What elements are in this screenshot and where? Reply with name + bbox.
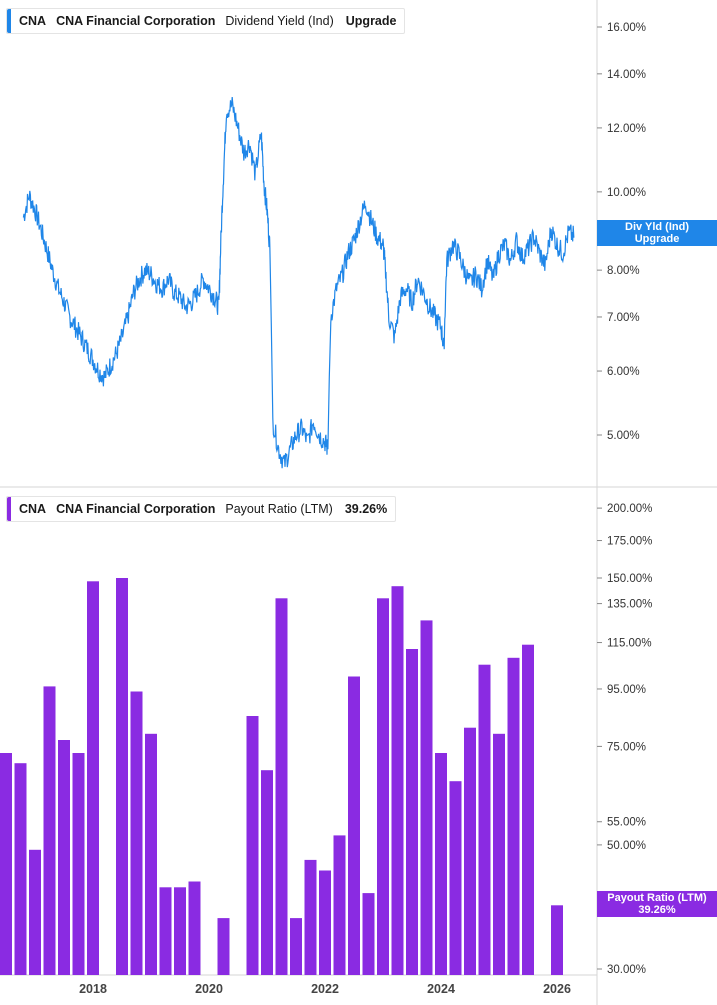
payout-bar	[362, 893, 375, 975]
current-value-tag: Payout Ratio (LTM) 39.26%	[597, 891, 717, 917]
payout-bar	[0, 753, 12, 975]
payout-bar	[420, 620, 433, 975]
tag-label: Div Yld (Ind)	[625, 221, 689, 233]
x-tick-label: 2026	[543, 982, 571, 996]
payout-bar	[159, 887, 172, 975]
payout-bar	[290, 918, 302, 975]
payout-bar	[261, 770, 273, 975]
payout-bar	[464, 727, 476, 975]
yield-axis-tick-label: 8.00%	[607, 265, 640, 277]
payout-bar	[246, 716, 259, 975]
yield-axis-tick-label: 6.00%	[607, 366, 640, 378]
payout-axis-tick-label: 75.00%	[607, 741, 646, 753]
x-tick-label: 2018	[79, 982, 107, 996]
x-tick-label: 2020	[195, 982, 223, 996]
legend-metric: Payout Ratio (LTM)	[225, 502, 333, 516]
payout-bar	[406, 649, 418, 975]
yield-axis-tick-label: 12.00%	[607, 123, 646, 135]
payout-bar	[130, 691, 143, 975]
payout-axis-tick-label: 95.00%	[607, 684, 646, 696]
legend-ticker: CNA	[19, 14, 47, 28]
payout-bar	[72, 753, 85, 975]
legend-company: CNA Financial Corporation	[56, 502, 216, 516]
payout-bar	[478, 664, 491, 975]
payout-axis-tick-label: 30.00%	[607, 964, 646, 976]
payout-bar	[507, 657, 520, 975]
payout-bar	[116, 578, 128, 975]
payout-axis-tick-label: 50.00%	[607, 840, 646, 852]
payout-bar	[435, 753, 447, 975]
dividend-yield-line	[22, 97, 575, 469]
payout-bar	[188, 881, 201, 975]
payout-bar	[304, 859, 317, 975]
payout-bar	[391, 586, 404, 975]
payout-bar	[217, 918, 230, 975]
series-color-swatch	[7, 9, 11, 33]
payout-bar	[174, 887, 186, 975]
payout-bar	[29, 849, 41, 975]
yield-axis-tick-label: 14.00%	[607, 69, 646, 81]
x-tick-label: 2022	[311, 982, 339, 996]
tag-value: Upgrade	[634, 233, 680, 245]
series-color-swatch	[7, 497, 11, 521]
x-tick-label: 2024	[427, 982, 455, 996]
payout-axis-tick-label: 135.00%	[607, 599, 652, 611]
yield-axis-tick-label: 16.00%	[607, 22, 646, 34]
payout-bar	[275, 598, 288, 975]
payout-bar	[145, 733, 157, 975]
payout-bar	[319, 870, 331, 975]
payout-axis-tick-label: 115.00%	[607, 638, 652, 650]
payout-bar	[493, 733, 505, 975]
top-legend: CNA CNA Financial Corporation Dividend Y…	[6, 8, 406, 34]
payout-bar	[333, 835, 346, 975]
payout-axis-tick-label: 200.00%	[607, 503, 652, 515]
legend-metric: Dividend Yield (Ind)	[225, 14, 334, 28]
payout-bar	[348, 676, 360, 975]
payout-bar	[14, 763, 27, 975]
payout-bar	[43, 686, 56, 975]
legend-value[interactable]: Upgrade	[345, 14, 397, 28]
payout-bar	[522, 644, 534, 975]
payout-axis-tick-label: 150.00%	[607, 573, 652, 585]
bottom-legend: CNA CNA Financial Corporation Payout Rat…	[6, 496, 397, 522]
current-value-tag: Div Yld (Ind) Upgrade	[597, 220, 717, 246]
legend-company: CNA Financial Corporation	[56, 14, 216, 28]
yield-axis-tick-label: 5.00%	[607, 430, 640, 442]
payout-axis-tick-label: 175.00%	[607, 536, 652, 548]
tag-label: Payout Ratio (LTM)	[607, 892, 707, 904]
yield-axis-tick-label: 10.00%	[607, 187, 646, 199]
tag-value: 39.26%	[638, 904, 676, 916]
payout-axis-tick-label: 55.00%	[607, 817, 646, 829]
payout-bar	[377, 598, 389, 975]
legend-value: 39.26%	[344, 502, 388, 516]
payout-bar	[449, 781, 462, 975]
yield-axis-tick-label: 7.00%	[607, 312, 640, 324]
payout-bar	[87, 581, 99, 975]
payout-bar	[551, 905, 563, 975]
legend-ticker: CNA	[19, 502, 47, 516]
payout-bar	[58, 740, 70, 975]
